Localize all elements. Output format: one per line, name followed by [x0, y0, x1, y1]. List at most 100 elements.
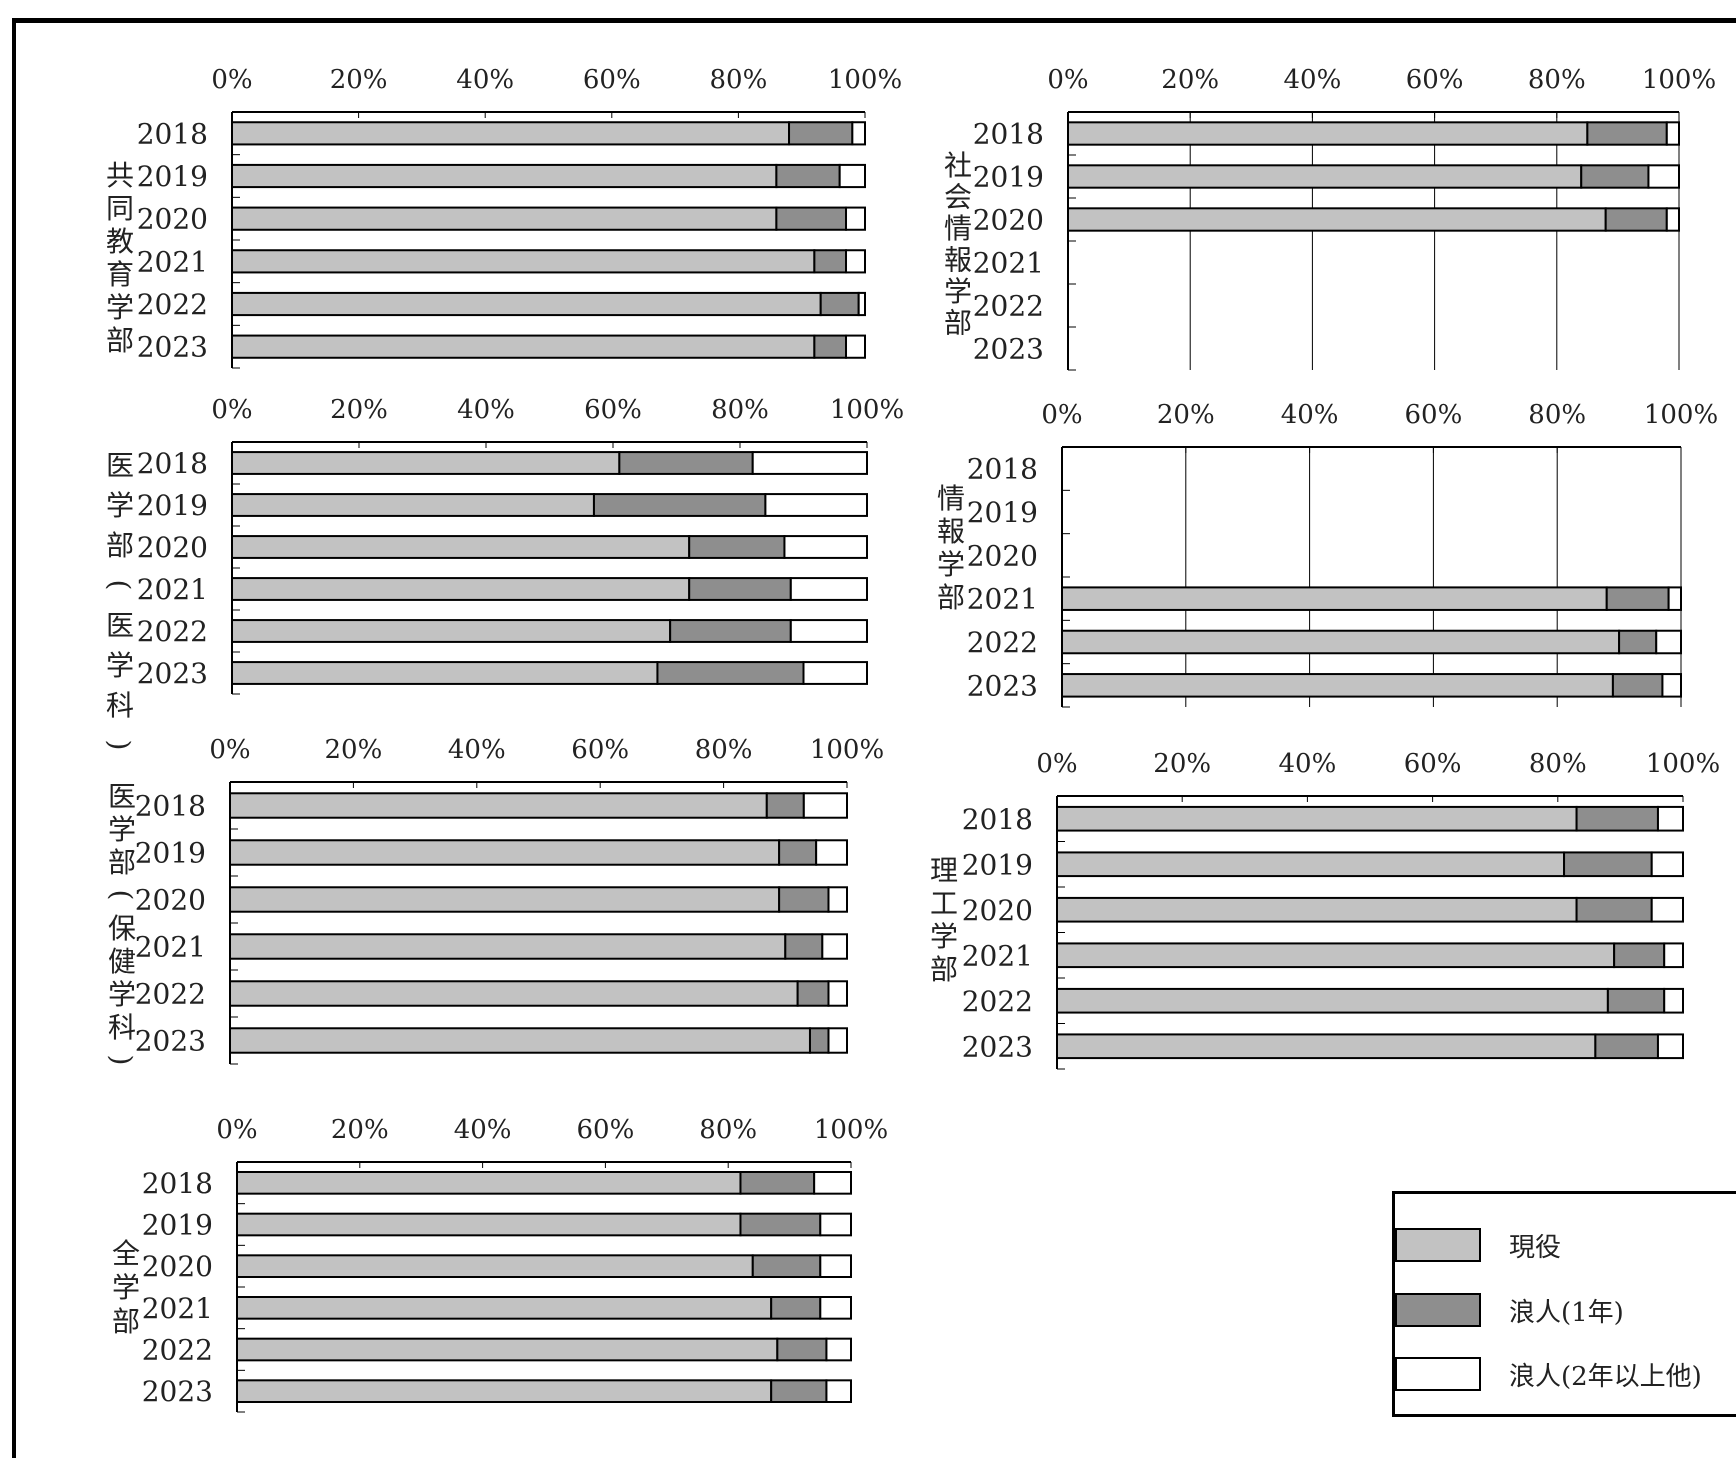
bar-segment-1: [796, 980, 830, 1007]
x-tick-label: 100%: [1644, 400, 1718, 430]
bar-segment-0: [236, 1254, 754, 1279]
x-tick-label: 60%: [1405, 400, 1463, 430]
bar-segment-1: [751, 1254, 822, 1279]
bar-segment-1: [778, 839, 818, 866]
bar-segment-1: [808, 1027, 830, 1054]
x-tick-label: 80%: [711, 395, 769, 425]
bar-segment-1: [688, 535, 786, 559]
legend-label-ronin-1: 浪人(1年): [1509, 1297, 1624, 1328]
bar-segment-0: [1061, 629, 1621, 655]
group-label-char: 情: [937, 482, 965, 515]
bar-segment-2: [764, 493, 869, 517]
bar-segment-2: [827, 886, 848, 913]
bar-segment-2: [1650, 851, 1684, 878]
bar-segment-0: [229, 933, 787, 960]
bar-segment-2: [1655, 629, 1682, 655]
group-label-char: 学: [108, 978, 136, 1011]
bar-segment-0: [1061, 586, 1608, 611]
chart-panel-6: 0% 20% 40% 60% 80% 100% 2018 2019 2020 2021 2022 20…: [112, 1115, 888, 1413]
year-label: 2023: [142, 1375, 213, 1408]
bar-segment-1: [1613, 942, 1666, 969]
year-label: 2023: [137, 331, 208, 364]
bar-segment-0: [236, 1337, 779, 1362]
bar-segment-0: [231, 535, 691, 559]
x-tick-label: 0%: [211, 65, 252, 95]
x-tick-label: 60%: [1404, 749, 1462, 779]
group-label-char: 理: [930, 854, 958, 887]
year-label: 2021: [137, 245, 208, 278]
group-label-char: 部: [106, 529, 134, 562]
group-label-char: ): [103, 740, 136, 751]
x-tick-label: 40%: [456, 65, 514, 95]
bar-segment-1: [739, 1212, 822, 1237]
bar-segment-1: [669, 619, 792, 643]
bar-segment-1: [819, 291, 860, 317]
bar-segment-1: [788, 121, 854, 146]
bar-segment-0: [231, 334, 816, 359]
year-label: 2019: [135, 837, 206, 870]
group-label-char: 学: [106, 649, 134, 682]
bar-segment-1: [1575, 896, 1653, 923]
group-label-char: 科: [106, 689, 134, 722]
group-label-char: 学: [944, 275, 972, 308]
bar-segment-0: [1056, 987, 1609, 1014]
bar-segment-1: [778, 886, 830, 913]
bar-segment-1: [813, 249, 848, 274]
bar-segment-0: [231, 163, 778, 189]
x-tick-label: 0%: [1047, 65, 1088, 95]
bar-segment-0: [236, 1212, 742, 1237]
bar-segment-1: [1618, 629, 1658, 655]
bar-segment-0: [1056, 851, 1566, 878]
year-label: 2022: [142, 1334, 213, 1367]
year-label: 2018: [137, 447, 208, 480]
bar-segment-2: [1665, 207, 1681, 232]
year-label: 2023: [135, 1025, 206, 1058]
bar-segment-2: [1647, 164, 1680, 189]
x-tick-label: 80%: [695, 735, 753, 765]
x-tick-label: 20%: [1161, 65, 1219, 95]
x-tick-label: 0%: [216, 1115, 257, 1145]
group-label-char: 医: [106, 449, 134, 482]
bar-segment-0: [231, 577, 691, 601]
bar-segment-0: [236, 1296, 773, 1320]
bar-segment-0: [1056, 896, 1578, 923]
bar-segment-2: [789, 619, 868, 643]
group-label-char: 会: [944, 181, 972, 214]
x-tick-label: 100%: [1642, 65, 1716, 95]
bar-segment-2: [1667, 586, 1682, 611]
bar-segment-1: [1586, 121, 1668, 146]
x-tick-label: 20%: [330, 395, 388, 425]
x-tick-label: 80%: [699, 1115, 757, 1145]
group-label-char: 社: [944, 149, 972, 182]
year-label: 2021: [973, 247, 1044, 280]
bar-segment-0: [229, 1027, 811, 1054]
bar-segment-0: [1067, 207, 1607, 232]
bar-segment-0: [1067, 121, 1589, 146]
chart-panel-0: 0% 20% 40% 60% 80% 100% 2018 2019 2020 2021 2022 20…: [106, 65, 902, 369]
year-label: 2019: [962, 848, 1033, 881]
group-label-char: 学: [108, 813, 136, 846]
x-tick-label: 20%: [331, 1115, 389, 1145]
year-label: 2018: [137, 117, 208, 150]
x-tick-label: 60%: [577, 1115, 635, 1145]
year-label: 2022: [137, 288, 208, 321]
bar-segment-0: [236, 1171, 742, 1195]
group-label-char: 学: [112, 1271, 140, 1304]
bar-segment-0: [231, 619, 672, 643]
bar-segment-1: [775, 163, 841, 189]
x-tick-label: 20%: [1153, 749, 1211, 779]
year-label: 2021: [967, 583, 1038, 616]
x-tick-label: 0%: [1036, 749, 1077, 779]
bar-segment-2: [821, 933, 849, 960]
group-label-char: 部: [930, 953, 958, 986]
bar-segment-2: [851, 121, 867, 146]
bar-segment-1: [784, 933, 824, 960]
year-label: 2023: [967, 669, 1038, 702]
bar-segment-2: [825, 1379, 853, 1404]
group-label-char: 部: [944, 307, 972, 340]
year-label: 2018: [962, 803, 1033, 836]
bar-segment-0: [236, 1379, 773, 1404]
bar-segment-1: [770, 1379, 828, 1404]
